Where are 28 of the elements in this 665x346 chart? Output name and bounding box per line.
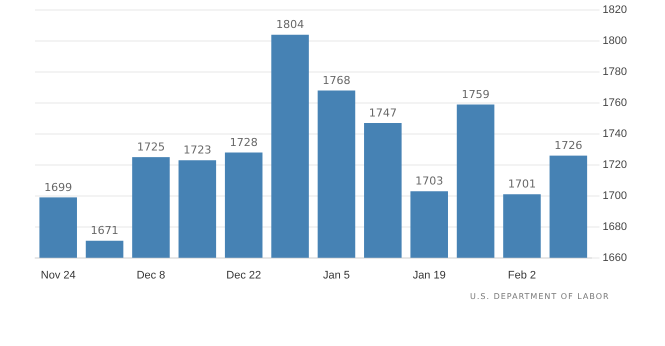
y-tick-label: 1720 <box>602 158 628 171</box>
x-tick-label: Jan 19 <box>412 269 446 282</box>
data-label: 1747 <box>368 106 397 120</box>
text: U.S. DEPARTMENT OF LABOR <box>470 292 610 301</box>
data-label: 1725 <box>136 140 165 154</box>
data-label: 1728 <box>230 136 258 149</box>
data-label: 1701 <box>508 178 536 191</box>
x-tick-label: Dec 22 <box>226 269 262 282</box>
y-tick-label: 1800 <box>602 35 628 48</box>
x-tick-label: Dec 8 <box>136 269 166 282</box>
y-tick-label: 1740 <box>602 128 628 140</box>
x-tick-label: Feb 2 <box>508 269 536 282</box>
y-tick-label: 1660 <box>602 252 628 264</box>
x-tick-label: Nov 24 <box>40 269 76 282</box>
y-tick-label: 1680 <box>602 220 628 233</box>
x-tick-label: Jan 5 <box>322 269 350 282</box>
y-tick-label: 1820 <box>602 4 628 16</box>
y-tick-label: 1700 <box>602 190 628 202</box>
data-label: 1726 <box>554 138 582 152</box>
data-label: 1723 <box>183 144 212 157</box>
y-tick-label: 1780 <box>602 66 628 78</box>
data-label: 1804 <box>276 18 304 32</box>
data-label: 1768 <box>322 74 350 87</box>
data-label: 1699 <box>44 180 72 194</box>
y-tick-label: 1760 <box>602 96 628 109</box>
data-label: 1703 <box>415 174 444 188</box>
data-label: 1759 <box>462 88 490 101</box>
data-label: 1671 <box>90 224 119 238</box>
